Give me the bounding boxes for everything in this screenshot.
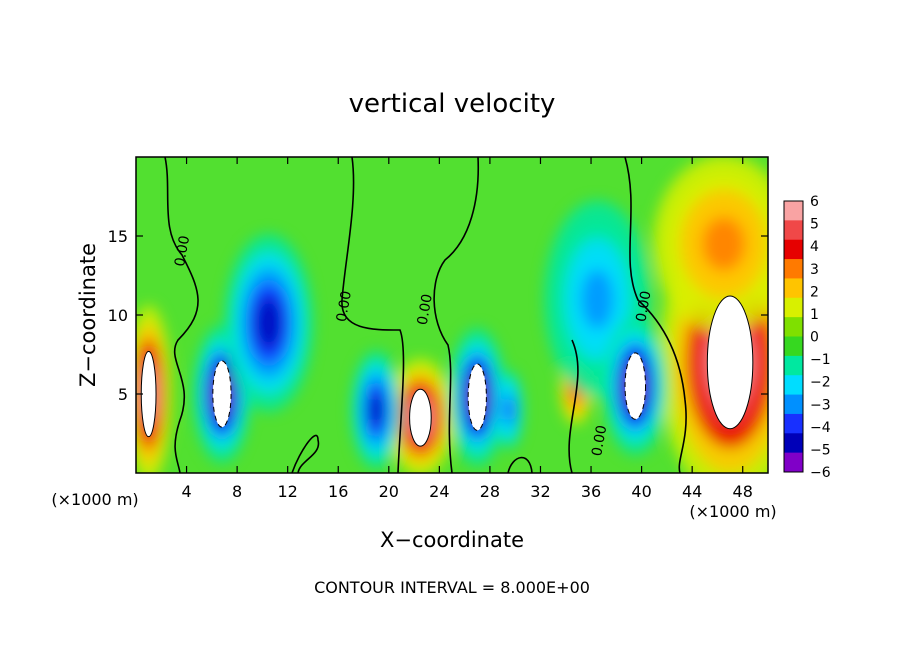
x-tick-label: 20 bbox=[379, 482, 399, 501]
y-tick-label: 10 bbox=[108, 306, 128, 325]
plot-area: 0.00 0.00 0.00 0.00 0.00 bbox=[136, 157, 768, 473]
zero-contour-line bbox=[568, 339, 579, 473]
x-tick-label: 4 bbox=[181, 482, 191, 501]
colorbar-swatch bbox=[784, 375, 803, 396]
x-tick-label: 48 bbox=[733, 482, 753, 501]
updraft-saturated-core bbox=[140, 350, 157, 438]
colorbar-label: 4 bbox=[810, 239, 819, 255]
colorbar-swatch bbox=[784, 317, 803, 337]
colorbar-swatch bbox=[784, 278, 803, 299]
updraft-saturated-core bbox=[706, 295, 754, 430]
colorbar-swatch bbox=[784, 355, 803, 376]
zero-contour-line bbox=[341, 157, 405, 473]
contour-label: 0.00 bbox=[589, 424, 610, 457]
zero-contours bbox=[164, 157, 687, 473]
colorbar-label: −1 bbox=[810, 352, 831, 368]
colorbar-swatch bbox=[784, 239, 803, 260]
colorbar-swatch bbox=[784, 433, 803, 454]
colorbar-label: 6 bbox=[810, 194, 819, 210]
x-tick-label: 36 bbox=[581, 482, 601, 501]
downdraft-field-ring bbox=[368, 392, 384, 428]
zero-contour-line bbox=[291, 434, 320, 473]
zero-contour-line bbox=[433, 157, 480, 473]
colorbar-swatch bbox=[784, 259, 803, 279]
colorbar-label: 3 bbox=[810, 262, 819, 278]
colorbar-label: −4 bbox=[810, 420, 831, 436]
colorbar-label: 5 bbox=[810, 217, 819, 233]
y-tick-label: 15 bbox=[108, 227, 128, 246]
colorbar-swatch bbox=[784, 336, 803, 357]
colorbar-label: −3 bbox=[810, 397, 831, 413]
x-axis: 4 8 12 16 20 24 28 32 36 40 44 48 bbox=[181, 157, 753, 501]
updraft-saturated-core bbox=[409, 388, 432, 447]
colorbar-label: −6 bbox=[810, 465, 831, 481]
x-tick-label: 44 bbox=[682, 482, 702, 501]
downdraft-field-ring bbox=[504, 397, 514, 422]
colorbar-swatch bbox=[784, 394, 803, 415]
zero-contour-line bbox=[164, 157, 199, 473]
x-tick-label: 40 bbox=[631, 482, 651, 501]
contour-label: 0.00 bbox=[172, 234, 193, 267]
x-tick-label: 8 bbox=[232, 482, 242, 501]
colorbar-label: −2 bbox=[810, 375, 831, 391]
colorbar-swatch bbox=[784, 297, 803, 318]
contour-label: 0.00 bbox=[633, 290, 654, 323]
x-tick-label: 32 bbox=[530, 482, 550, 501]
zero-contour-line bbox=[624, 157, 687, 473]
zero-contour-line bbox=[507, 456, 533, 473]
x-tick-label: 28 bbox=[480, 482, 500, 501]
x-unit-right: (×1000 m) bbox=[689, 502, 776, 521]
colorbar-swatch bbox=[784, 413, 803, 434]
colorbar-label: 2 bbox=[810, 284, 819, 300]
colorbar: 6 5 4 3 2 1 0 −1 −2 −3 −4 −5 −6 bbox=[783, 194, 831, 481]
downdraft-saturated-core bbox=[212, 360, 232, 428]
x-tick-label: 16 bbox=[328, 482, 348, 501]
y-axis: 5 10 15 bbox=[108, 227, 768, 404]
contour-label: 0.00 bbox=[334, 290, 355, 323]
y-tick-label: 5 bbox=[118, 385, 128, 404]
updraft-field-ring bbox=[702, 217, 745, 271]
chart-title: vertical velocity bbox=[349, 89, 556, 119]
x-axis-label: X−coordinate bbox=[380, 528, 524, 552]
x-tick-label: 12 bbox=[278, 482, 298, 501]
x-tick-label: 24 bbox=[429, 482, 449, 501]
downdraft-saturated-core bbox=[467, 363, 487, 431]
downdraft-field-ring bbox=[255, 296, 282, 350]
downdraft-field-ring bbox=[581, 269, 614, 329]
contour-labels: 0.00 0.00 0.00 0.00 0.00 bbox=[172, 234, 655, 457]
contour-label: 0.00 bbox=[415, 293, 436, 326]
downdraft-saturated-core bbox=[624, 352, 647, 420]
contour-interval-footer: CONTOUR INTERVAL = 8.000E+00 bbox=[314, 578, 590, 597]
colorbar-frame bbox=[783, 200, 804, 473]
colorbar-label: 0 bbox=[810, 330, 819, 346]
colorbar-swatch bbox=[784, 220, 803, 241]
colorbar-label: 1 bbox=[810, 307, 819, 323]
colorbar-swatch bbox=[784, 452, 803, 473]
x-unit-left: (×1000 m) bbox=[51, 490, 138, 509]
colorbar-swatch bbox=[784, 201, 803, 221]
colorbar-label: −5 bbox=[810, 442, 831, 458]
velocity-cores bbox=[140, 295, 754, 447]
y-axis-label: Z−coordinate bbox=[76, 243, 100, 387]
